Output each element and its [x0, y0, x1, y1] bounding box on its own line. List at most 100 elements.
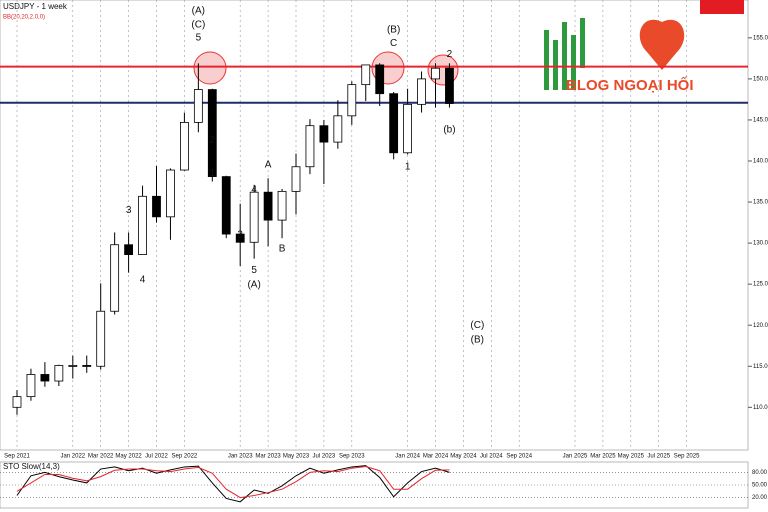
x-tick-label: Sep 2024 — [506, 454, 532, 460]
candle-body — [445, 67, 454, 104]
candle-body — [263, 191, 273, 221]
y-tick-label: 115.000 — [753, 364, 768, 370]
stochastic-title: STO Slow(14,3) — [3, 462, 60, 471]
wave-label: (C) — [191, 19, 205, 30]
y-tick-label: 130.000 — [753, 241, 768, 247]
candle-body — [96, 310, 106, 367]
wave-label: 3 — [237, 230, 243, 241]
y-tick-label: 120.000 — [753, 323, 768, 329]
candle-body — [347, 84, 357, 117]
wave-label: 5 — [251, 265, 257, 276]
x-tick-label: Sep 2023 — [339, 454, 365, 460]
candle-body — [389, 93, 399, 154]
candle-body — [110, 244, 120, 312]
y-tick-label: 135.000 — [753, 200, 768, 206]
candle-body — [207, 89, 217, 177]
y-tick-label: 20.00 — [752, 495, 768, 501]
x-tick-label: Mar 2022 — [88, 454, 114, 460]
candle-body — [305, 125, 315, 168]
x-tick-label: Mar 2024 — [423, 454, 449, 460]
candle-body — [417, 78, 426, 105]
x-tick-label: Mar 2023 — [255, 454, 281, 460]
x-tick-label: Sep 2025 — [674, 454, 700, 460]
candle-body — [375, 64, 385, 95]
candle-body — [361, 64, 371, 86]
x-tick-label: Jul 2022 — [145, 454, 168, 460]
y-tick-label: 110.000 — [753, 405, 768, 411]
candle-body — [40, 374, 50, 382]
y-tick-label: 150.000 — [753, 76, 768, 82]
wave-label: 5 — [196, 32, 202, 43]
wave-label: (A) — [192, 5, 205, 16]
candle-body — [333, 115, 343, 143]
logo-bar — [553, 40, 558, 90]
wave-label: 2 — [447, 49, 453, 60]
x-tick-label: May 2023 — [283, 454, 310, 460]
logo-text: BLOG NGOẠI HỐI — [566, 76, 694, 94]
x-tick-label: May 2022 — [115, 454, 142, 460]
x-tick-label: Sep 2022 — [172, 454, 198, 460]
y-tick-label: 50.00 — [752, 483, 768, 489]
candle-body — [166, 169, 175, 218]
x-tick-label: Jul 2024 — [480, 454, 503, 460]
candle-body — [26, 374, 36, 398]
logo-bar — [544, 30, 549, 90]
wave-label: 4 — [140, 275, 146, 286]
x-tick-label: Jan 2022 — [60, 454, 85, 460]
wave-label: (A) — [247, 280, 260, 291]
candle-body — [82, 365, 92, 367]
x-tick-label: Jan 2025 — [563, 454, 588, 460]
candle-body — [277, 190, 287, 221]
candle-body — [431, 67, 440, 80]
y-tick-label: 125.000 — [753, 282, 768, 288]
wave-label: C — [390, 38, 397, 49]
wave-label: (C) — [470, 320, 484, 331]
x-tick-label: Mar 2025 — [590, 454, 616, 460]
candle-body — [138, 195, 147, 255]
x-tick-label: Sep 2021 — [4, 454, 30, 460]
wave-label: 3 — [126, 205, 132, 216]
chart-subtitle: BB(20,20,2.0,0) — [3, 15, 45, 21]
logo: BLOG NGOẠI HỐI — [544, 18, 694, 94]
x-tick-label: Jan 2023 — [228, 454, 253, 460]
wave-label: 1 — [405, 161, 411, 172]
wave-label: B — [279, 243, 286, 254]
y-tick-label: 80.00 — [752, 470, 768, 476]
candle-body — [249, 191, 259, 243]
wave-label: 2 — [210, 135, 216, 146]
logo-heart — [639, 19, 685, 70]
wave-label: A — [265, 160, 272, 171]
y-tick-label: 145.000 — [753, 118, 768, 124]
wave-label: 4 — [251, 184, 257, 195]
chart-title: USDJPY - 1 week — [3, 2, 68, 11]
candle-body — [124, 244, 133, 255]
highlight-circle — [193, 51, 227, 85]
wave-label: 1 — [210, 168, 216, 179]
x-tick-label: May 2024 — [450, 454, 477, 460]
wave-label: (B) — [471, 335, 484, 346]
candle-body — [403, 103, 413, 154]
x-tick-label: Jul 2025 — [647, 454, 670, 460]
candle-body — [235, 233, 245, 243]
logo-bar — [571, 35, 576, 90]
logo-bar — [580, 18, 585, 68]
candle-body — [68, 365, 78, 367]
x-tick-label: May 2025 — [618, 454, 645, 460]
logo-bar — [562, 22, 567, 90]
y-tick-label: 155.000 — [753, 35, 768, 41]
candle-body — [221, 176, 231, 235]
wave-label: (B) — [387, 24, 400, 35]
wave-label: (b) — [443, 124, 455, 135]
alert-box — [700, 0, 744, 14]
y-tick-label: 140.000 — [753, 159, 768, 165]
candle-body — [179, 122, 189, 171]
candle-body — [12, 396, 22, 408]
stochastic-line — [16, 466, 450, 499]
candle-body — [193, 89, 203, 123]
candle-body — [291, 166, 301, 192]
x-tick-label: Jan 2024 — [395, 454, 420, 460]
candle-body — [152, 195, 161, 218]
candle-body — [54, 365, 64, 382]
